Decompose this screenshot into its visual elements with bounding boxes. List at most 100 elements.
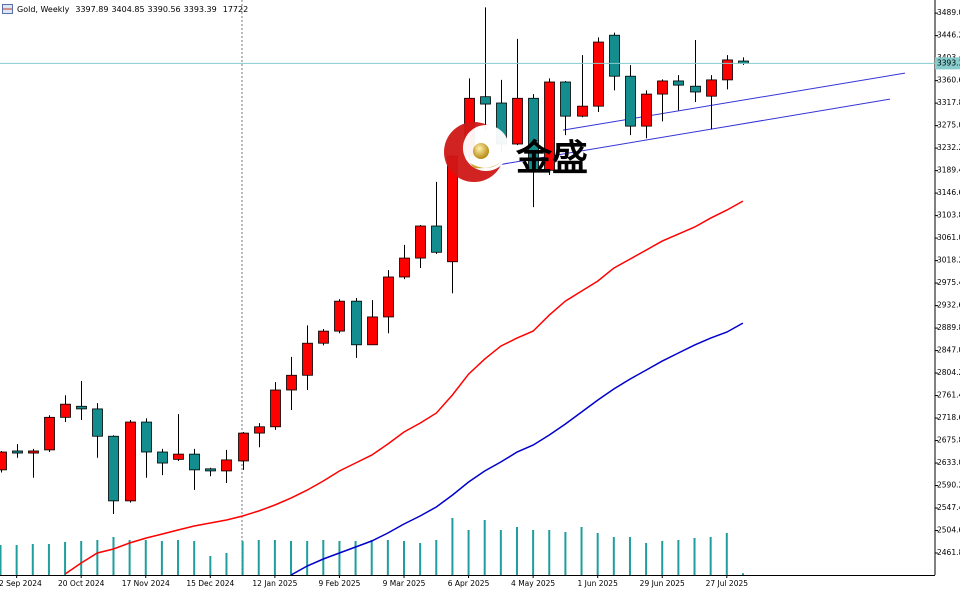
volume-bar <box>419 543 422 575</box>
candle-body <box>480 96 491 105</box>
volume-bar <box>499 530 502 575</box>
volume-bar <box>177 540 180 575</box>
candle-body <box>318 330 329 344</box>
y-tick-label: 3446.20 <box>937 31 960 40</box>
candle-body <box>383 276 394 318</box>
x-tick-label: 20 Oct 2024 <box>58 579 105 588</box>
volume-bar <box>273 540 276 575</box>
volume-bar <box>241 541 244 575</box>
candle-body <box>92 408 103 437</box>
volume-bar <box>257 540 260 575</box>
volume-bar <box>128 540 131 575</box>
candle-body <box>44 416 55 451</box>
y-tick-label: 3275.00 <box>937 121 960 130</box>
candle-body <box>205 468 216 472</box>
y-tick-label: 3061.00 <box>937 233 960 242</box>
volume-bar <box>80 541 83 575</box>
volume-bar <box>112 537 115 575</box>
moving-average-line <box>290 322 744 575</box>
volume-bar <box>64 542 67 575</box>
logo-swoosh <box>470 158 505 169</box>
y-tick-label: 2461.80 <box>937 548 960 557</box>
candle-body <box>657 80 668 95</box>
candle-body <box>286 374 297 391</box>
volume-bar <box>741 573 744 575</box>
volume-bar <box>47 544 50 575</box>
y-tick-label: 2889.80 <box>937 323 960 332</box>
candle-body <box>60 403 71 418</box>
x-tick-label: 4 May 2025 <box>511 579 555 588</box>
volume-bar <box>370 540 373 575</box>
candle-body <box>431 225 442 253</box>
volume-bar <box>435 540 438 575</box>
y-tick-label: 2675.80 <box>937 436 960 445</box>
volume-bar <box>725 533 728 575</box>
volume-bar <box>0 545 2 575</box>
volume-bar <box>322 540 325 575</box>
candle-body <box>302 342 313 376</box>
y-tick-label: 2590.20 <box>937 481 960 490</box>
current-price-box <box>935 57 960 70</box>
x-tick-label: 29 Jun 2025 <box>640 579 685 588</box>
candle-body <box>625 75 636 127</box>
candle-body <box>673 80 684 86</box>
y-tick-label: 2547.40 <box>937 503 960 512</box>
volume-bar <box>338 541 341 575</box>
x-tick-label: 27 Jul 2025 <box>706 579 749 588</box>
y-tick-label: 2804.20 <box>937 368 960 377</box>
last-open: 3397.89 <box>75 5 108 14</box>
y-tick-label: 3489.00 <box>937 8 960 17</box>
y-tick-label: 3018.20 <box>937 256 960 265</box>
volume-bar <box>548 530 551 575</box>
y-tick-label: 2975.40 <box>937 278 960 287</box>
x-tick-label: 1 Jun 2025 <box>578 579 619 588</box>
volume-bar <box>354 541 357 575</box>
candle-body <box>528 97 539 171</box>
volume-bar <box>709 537 712 575</box>
last-low: 3390.56 <box>148 5 181 14</box>
candle-body <box>641 93 652 127</box>
candle-body <box>270 389 281 428</box>
y-tick-label: 2504.60 <box>937 526 960 535</box>
volume-bar <box>532 530 535 575</box>
current-price-label: 3393.39 <box>937 58 960 67</box>
y-tick-label: 3317.80 <box>937 98 960 107</box>
y-tick-label: 2718.60 <box>937 413 960 422</box>
volume-bar <box>564 532 567 575</box>
candle-body <box>593 41 604 107</box>
volume-bar <box>596 533 599 575</box>
candle-body <box>141 421 152 453</box>
candle-body <box>76 405 87 410</box>
y-tick-label: 3360.60 <box>937 76 960 85</box>
candle-body <box>544 81 555 171</box>
y-tick-label: 2633.00 <box>937 458 960 467</box>
candle-body <box>415 225 426 259</box>
volume-bar <box>451 518 454 575</box>
volume-bar <box>193 541 196 575</box>
volume-bar <box>15 545 18 575</box>
volume-bar <box>386 540 389 575</box>
volume-bar <box>403 541 405 575</box>
candle-body <box>367 316 378 346</box>
x-tick-label: 12 Jan 2025 <box>252 579 297 588</box>
candle-body <box>334 300 345 332</box>
last-close: 3393.39 <box>184 5 217 14</box>
symbol-title: Gold, Weekly <box>17 5 70 14</box>
volume-bar <box>209 556 212 575</box>
candle-body <box>577 105 588 117</box>
volume-bar <box>661 541 664 575</box>
candle-body <box>722 59 733 81</box>
candle-body <box>706 79 717 97</box>
candle-body <box>125 421 136 502</box>
candle-body <box>609 34 620 77</box>
x-tick-label: 17 Nov 2024 <box>122 579 170 588</box>
x-tick-label: 6 Apr 2025 <box>448 579 490 588</box>
candle-body <box>690 85 701 93</box>
y-tick-label: 3189.40 <box>937 166 960 175</box>
y-tick-label: 2847.00 <box>937 346 960 355</box>
moving-average-line <box>64 200 744 575</box>
watermark-text: 金盛 <box>515 137 588 179</box>
